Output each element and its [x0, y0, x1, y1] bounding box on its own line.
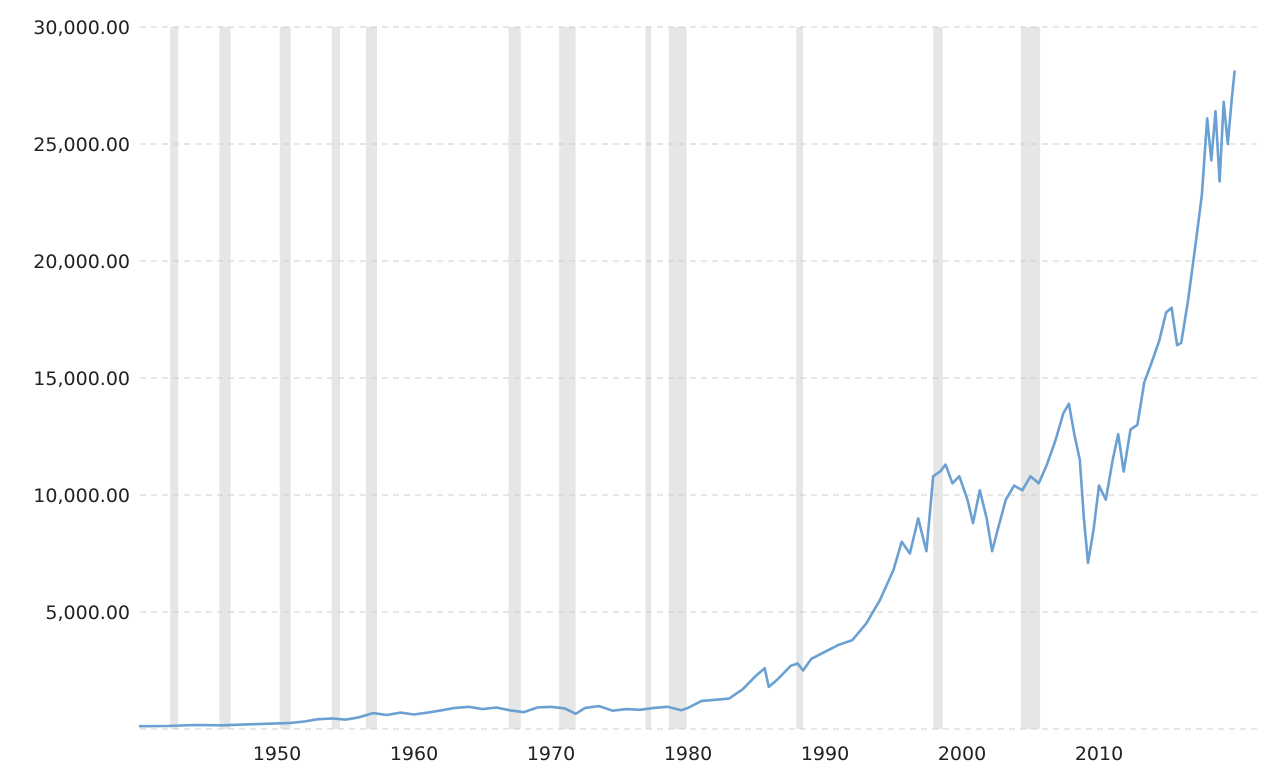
series-layer — [138, 70, 1236, 728]
y-tick-label-2: 15,000.00 — [33, 368, 130, 390]
series-line-0 — [138, 70, 1236, 728]
recession-band-1 — [219, 27, 231, 729]
x-tick-label-2: 1970 — [527, 743, 575, 765]
x-tick-label-5: 2000 — [938, 743, 986, 765]
y-tick-label-0: 5,000.00 — [45, 602, 130, 624]
y-tick-label-1: 10,000.00 — [33, 485, 130, 507]
y-axis-tick-labels: 5,000.00 10,000.00 15,000.00 20,000.00 25,00… — [33, 17, 130, 624]
x-tick-label-6: 2010 — [1075, 743, 1123, 765]
gridlines — [140, 26, 1262, 730]
recession-band-8 — [668, 27, 687, 729]
recession-band-6 — [559, 27, 576, 729]
recession-band-9 — [796, 27, 803, 729]
x-tick-label-1: 1960 — [390, 743, 438, 765]
recession-band-11 — [1020, 27, 1041, 729]
y-tick-label-5: 30,000.00 — [33, 17, 130, 39]
x-tick-label-4: 1990 — [801, 743, 849, 765]
x-tick-label-3: 1980 — [664, 743, 712, 765]
y-tick-label-4: 25,000.00 — [33, 134, 130, 156]
x-axis-tick-labels: 1950 1960 1970 1980 1990 2000 2010 — [253, 743, 1123, 765]
y-tick-label-3: 20,000.00 — [33, 251, 130, 273]
x-tick-label-0: 1950 — [253, 743, 301, 765]
recession-band-3 — [331, 27, 340, 729]
